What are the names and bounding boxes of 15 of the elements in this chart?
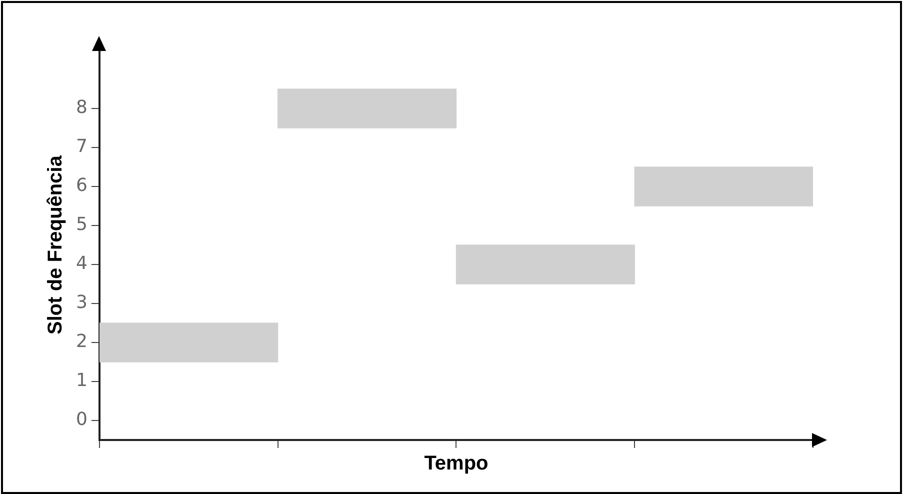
y-tick-label: 6 [76,175,88,196]
bar [278,88,457,128]
bar [456,244,635,284]
bar [634,166,813,206]
y-tick-label: 7 [76,136,88,158]
bar [99,322,278,362]
y-axis-title: Slot de Frequência [44,154,67,334]
y-tick-label: 0 [76,409,88,430]
x-axis-title: Tempo [424,452,488,475]
y-tick-label: 1 [76,370,88,392]
y-tick-label: 8 [76,97,88,118]
y-tick-label: 4 [76,253,88,274]
y-tick-label: 2 [76,331,88,352]
y-tick-label: 5 [76,214,88,236]
y-tick-label: 3 [76,292,88,314]
